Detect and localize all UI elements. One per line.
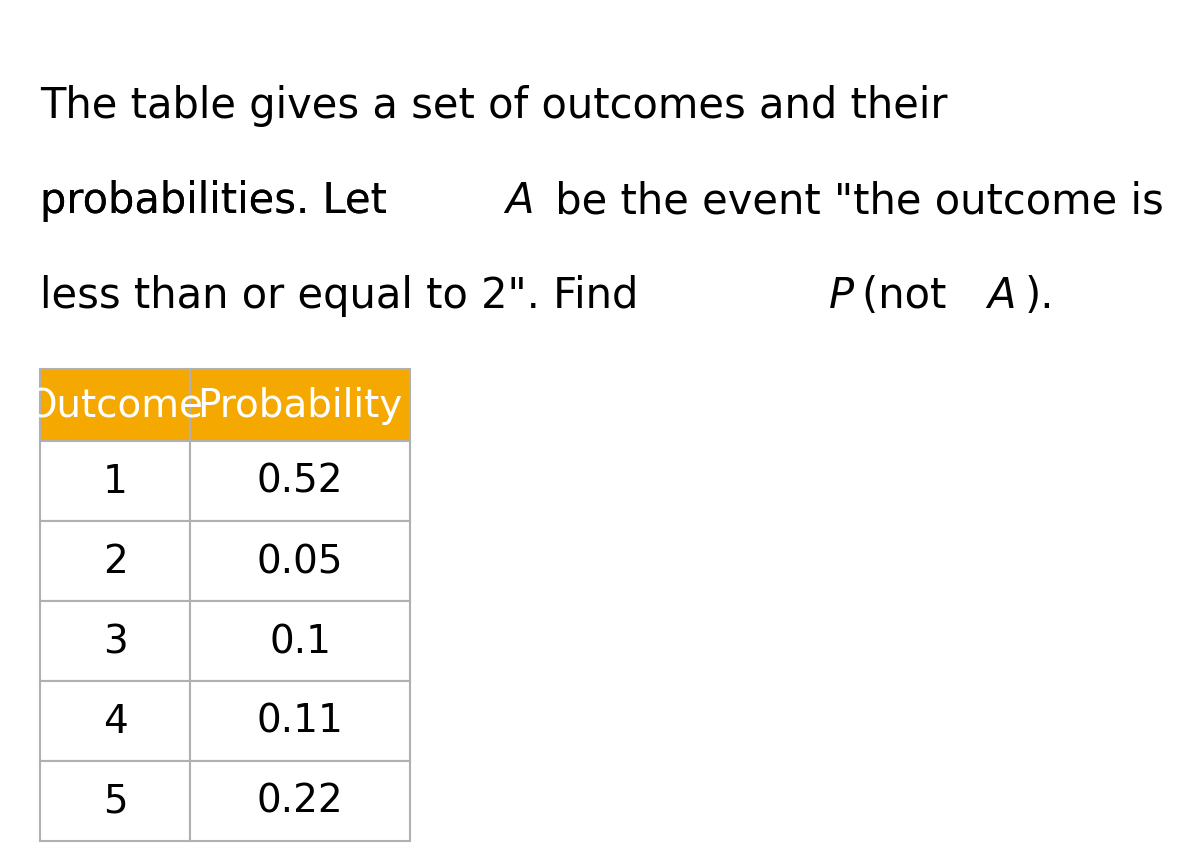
Bar bbox=[40, 682, 190, 761]
Text: 0.11: 0.11 bbox=[257, 702, 343, 740]
Text: A: A bbox=[505, 180, 533, 222]
Bar bbox=[40, 521, 190, 602]
Text: P: P bbox=[829, 274, 854, 317]
Text: 5: 5 bbox=[103, 782, 127, 820]
Bar bbox=[40, 370, 190, 441]
Text: Outcome: Outcome bbox=[26, 387, 204, 424]
Text: Probability: Probability bbox=[197, 387, 403, 424]
Text: ).: ). bbox=[1025, 274, 1054, 317]
Text: probabilities. Let: probabilities. Let bbox=[40, 180, 401, 222]
Bar bbox=[190, 370, 410, 441]
Text: The table gives a set of outcomes and their: The table gives a set of outcomes and th… bbox=[40, 85, 948, 127]
Bar bbox=[190, 761, 410, 841]
Bar bbox=[40, 602, 190, 682]
Text: 1: 1 bbox=[102, 463, 127, 500]
Bar bbox=[190, 521, 410, 602]
Text: less than or equal to 2". Find: less than or equal to 2". Find bbox=[40, 274, 652, 317]
Bar bbox=[40, 441, 190, 521]
Bar bbox=[190, 602, 410, 682]
Bar bbox=[190, 682, 410, 761]
Text: (not: (not bbox=[862, 274, 959, 317]
Text: 4: 4 bbox=[103, 702, 127, 740]
Text: 0.52: 0.52 bbox=[257, 463, 343, 500]
Text: 0.1: 0.1 bbox=[269, 622, 331, 660]
Text: 0.22: 0.22 bbox=[257, 782, 343, 820]
Text: 2: 2 bbox=[103, 543, 127, 580]
Text: A: A bbox=[988, 274, 1016, 317]
Bar bbox=[190, 441, 410, 521]
Text: 0.05: 0.05 bbox=[257, 543, 343, 580]
Text: be the event "the outcome is: be the event "the outcome is bbox=[541, 180, 1163, 222]
Text: 3: 3 bbox=[103, 622, 127, 660]
Bar bbox=[40, 761, 190, 841]
Text: probabilities. Let: probabilities. Let bbox=[40, 180, 401, 222]
